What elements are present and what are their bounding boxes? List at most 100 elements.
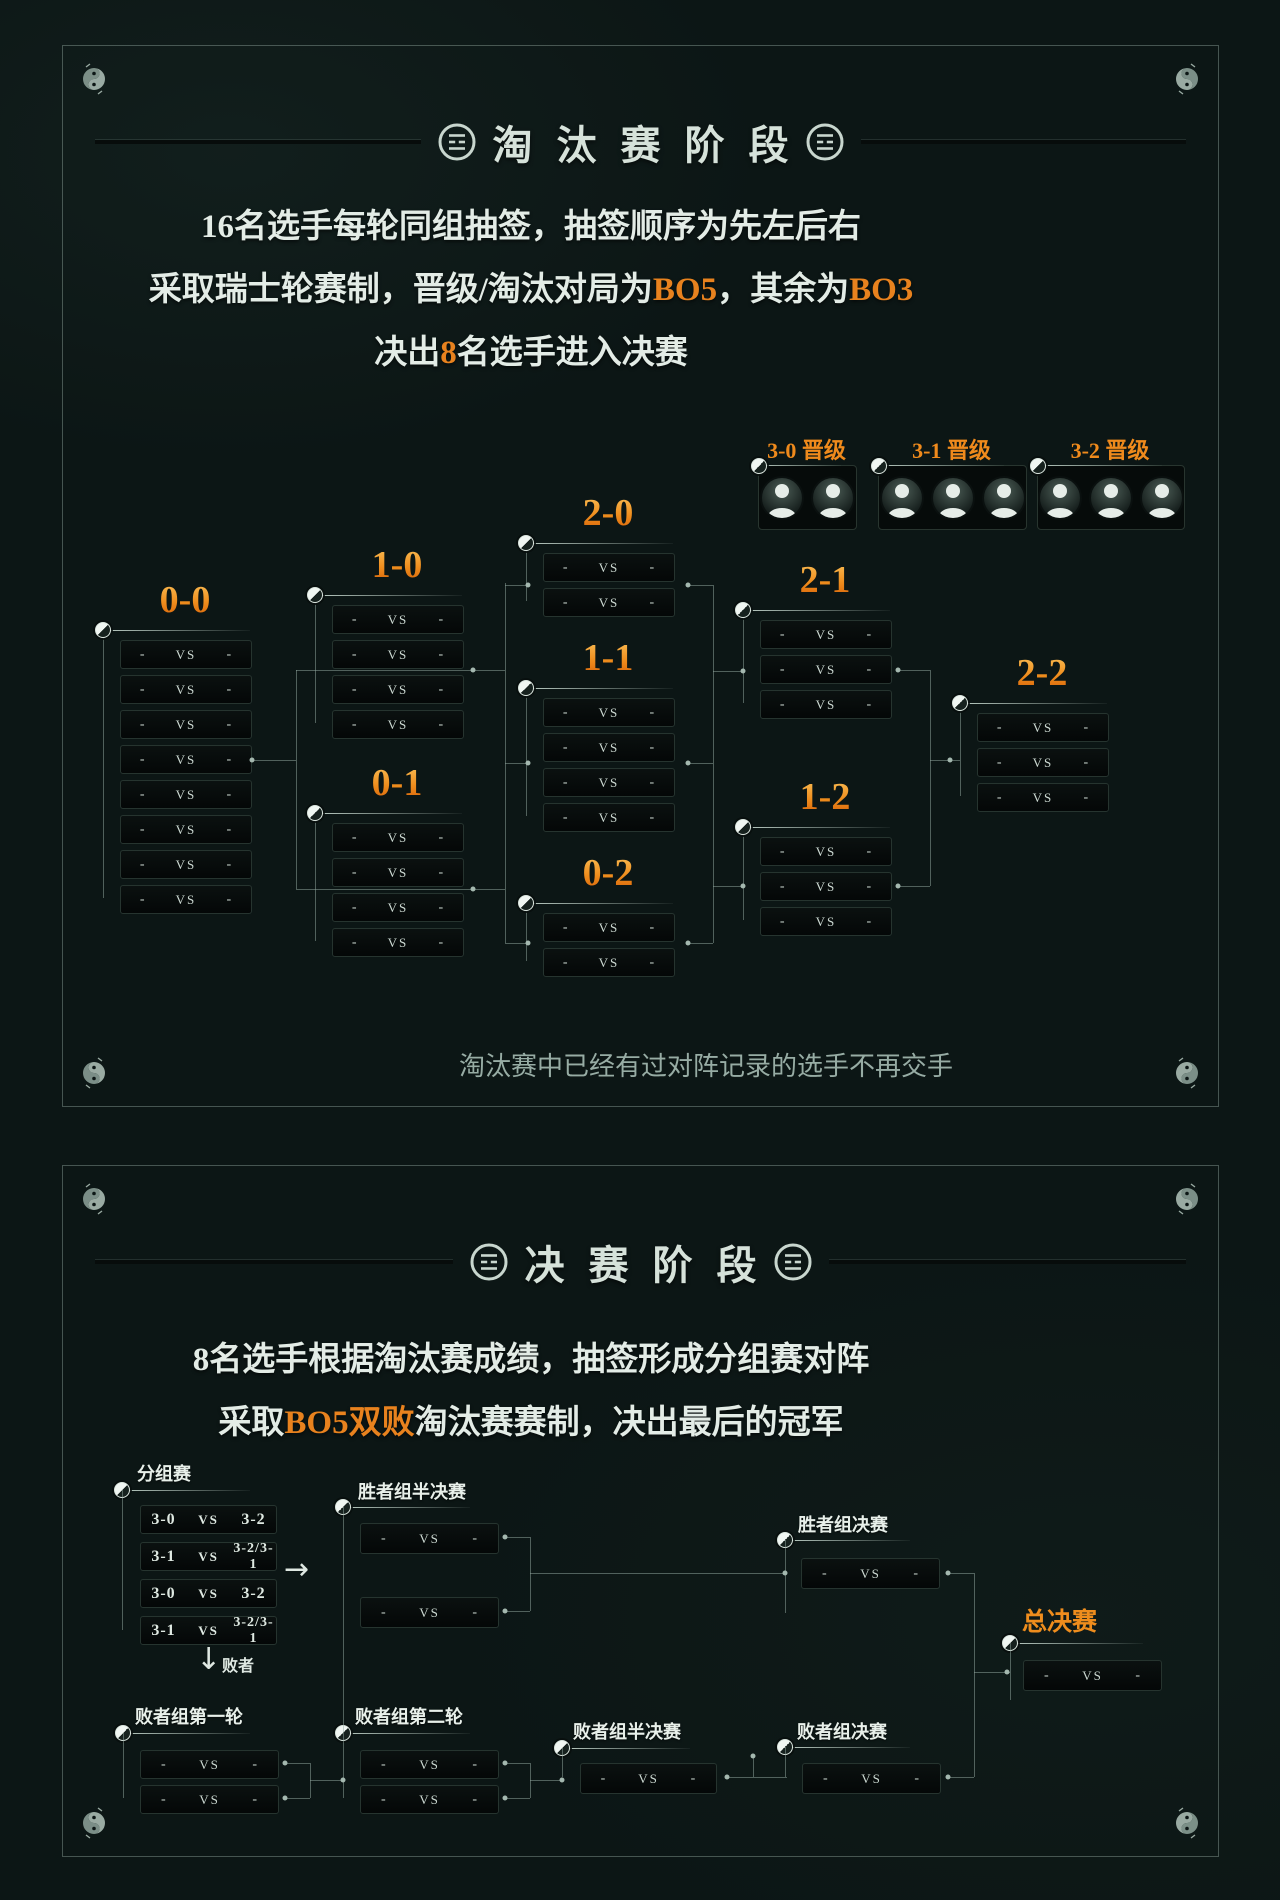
match-box[interactable]: - VS - [760,690,892,719]
match-box[interactable]: - VS - [332,928,464,957]
connector-line [505,585,528,586]
player-slot: - [139,856,146,872]
match-box[interactable]: - VS - [543,733,675,762]
match-box[interactable]: - VS - [360,1523,499,1554]
vs-label: VS [387,646,409,662]
match-box[interactable]: - VS - [977,783,1109,812]
match-box[interactable]: - VS - [543,553,675,582]
player-slot: - [866,696,873,712]
match-box[interactable]: - VS - [580,1763,717,1794]
connector-line [505,1798,530,1799]
match-box[interactable]: - VS - [360,1750,499,1779]
player-slot: - [562,594,569,610]
vs-label: VS [387,864,409,880]
connector-line [505,763,528,764]
vs-label: VS [419,1604,440,1620]
qualify-box[interactable] [878,465,1027,530]
match-box[interactable]: - VS - [332,823,464,852]
player-slot: - [866,626,873,642]
match-box[interactable]: - VS - [760,837,892,866]
title-rule [828,1260,1186,1264]
player-slot: - [351,646,358,662]
match-box[interactable]: - VS - [120,640,252,669]
connector-line [785,1747,786,1777]
qualify-box[interactable] [758,465,857,530]
match-box[interactable]: - VS - [332,605,464,634]
match-box[interactable]: - VS - [140,1750,279,1779]
match-box[interactable]: - VS - [332,640,464,669]
match-box[interactable]: - VS - [543,948,675,977]
match-box[interactable]: 3-1 VS 3-2/3-1 [140,1541,277,1572]
player-slot: - [690,1770,697,1786]
match-box[interactable]: - VS - [760,655,892,684]
match-box[interactable]: - VS - [120,780,252,809]
player-slot: 3-0 [151,1584,176,1602]
player-slot: - [866,913,873,929]
junction-dot [947,757,953,763]
match-box[interactable]: - VS - [120,815,252,844]
match-box[interactable]: - VS - [543,768,675,797]
match-box[interactable]: - VS - [760,907,892,936]
connector-line [505,943,528,944]
vs-label: VS [387,611,409,627]
match-box[interactable]: - VS - [543,803,675,832]
player-slot: - [562,704,569,720]
section-label: 胜者组半决赛 [358,1482,466,1502]
match-box[interactable]: - VS - [977,748,1109,777]
match-box[interactable]: - VS - [760,872,892,901]
junction-dot [685,582,691,588]
player-slot: - [913,1565,920,1581]
match-box[interactable]: - VS - [360,1597,499,1628]
section-label: 胜者组决赛 [798,1515,888,1535]
connector-line [343,1507,344,1798]
match-box[interactable]: - VS - [120,745,252,774]
match-box[interactable]: - VS - [332,858,464,887]
match-box[interactable]: - VS - [1023,1660,1162,1691]
match-box[interactable]: - VS - [760,620,892,649]
player-slot: - [649,954,656,970]
match-box[interactable]: - VS - [543,913,675,942]
match-box[interactable]: - VS - [332,710,464,739]
match-box[interactable]: - VS - [120,885,252,914]
connector-line [948,1573,974,1574]
match-box[interactable]: - VS - [332,675,464,704]
match-box[interactable]: - VS - [977,713,1109,742]
vs-label: VS [598,774,620,790]
player-slot: - [779,913,786,929]
match-box[interactable]: - VS - [120,710,252,739]
player-slot: - [226,891,233,907]
vs-label: VS [861,1770,882,1786]
match-box[interactable]: - VS - [120,675,252,704]
match-box[interactable]: - VS - [120,850,252,879]
player-slot: - [1044,1667,1050,1683]
match-box[interactable]: - VS - [543,698,675,727]
group-underline [103,630,250,631]
qualify-box[interactable] [1037,465,1185,530]
match-box[interactable]: - VS - [801,1558,940,1589]
player-slot: - [351,864,358,880]
group-underline [785,1540,910,1541]
match-box[interactable]: - VS - [360,1785,499,1814]
group-underline [122,1490,250,1491]
player-slot: - [438,899,445,915]
vs-label: VS [598,809,620,825]
connector-line [103,637,104,898]
match-box[interactable]: 3-0 VS 3-2 [140,1579,277,1608]
player-slot: - [866,878,873,894]
match-box[interactable]: - VS - [543,588,675,617]
match-box[interactable]: 3-1 VS 3-2/3-1 [140,1615,277,1646]
match-box[interactable]: - VS - [140,1785,279,1814]
player-slot: - [779,878,786,894]
connector-line [974,1573,975,1777]
player-slot: - [381,1756,387,1772]
player-slot: - [161,1756,167,1772]
connector-line [315,602,316,723]
panel-title: 淘汰赛阶段 [492,123,813,168]
connector-line [753,1756,754,1777]
junction-dot [282,1795,288,1801]
player-slot: - [822,1565,828,1581]
match-box[interactable]: - VS - [332,893,464,922]
loser-label: 败者 [222,1658,255,1675]
match-box[interactable]: - VS - [802,1763,941,1794]
match-box[interactable]: 3-0 VS 3-2 [140,1505,277,1534]
